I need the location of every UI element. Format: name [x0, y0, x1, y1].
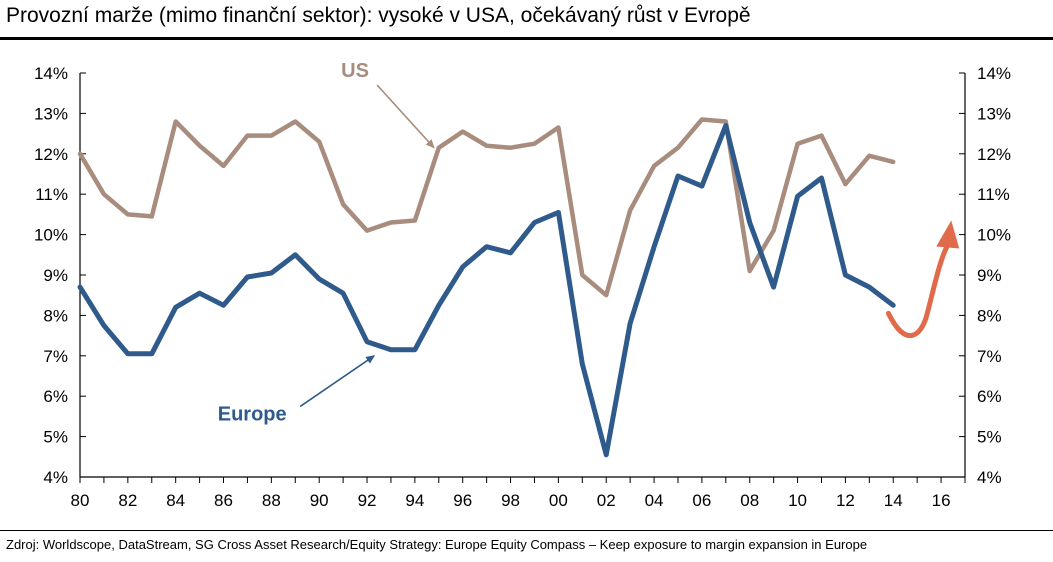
- y-tick-label-right: 14%: [977, 64, 1011, 83]
- y-tick-label-left: 4%: [43, 468, 68, 487]
- x-tick-label: 82: [118, 491, 137, 510]
- forecast-arrow-head: [936, 220, 960, 249]
- series-lines: [77, 117, 896, 458]
- y-tick-label-right: 6%: [977, 387, 1002, 406]
- y-tick-label-left: 13%: [34, 104, 68, 123]
- y-tick-label-right: 8%: [977, 306, 1002, 325]
- x-tick-label: 02: [597, 491, 616, 510]
- x-tick-label: 86: [214, 491, 233, 510]
- page-title: Provozní marže (mimo finanční sektor): v…: [6, 4, 751, 27]
- y-tick-label-left: 14%: [34, 64, 68, 83]
- x-tick-label: 92: [358, 491, 377, 510]
- europe-label-arrow: [299, 355, 376, 408]
- source-note: Zdroj: Worldscope, DataStream, SG Cross …: [6, 537, 868, 552]
- x-tick-label: 84: [166, 491, 185, 510]
- x-tick-label: 88: [262, 491, 281, 510]
- y-tick-label-left: 6%: [43, 387, 68, 406]
- x-tick-label: 06: [692, 491, 711, 510]
- title-rule: [0, 37, 1053, 40]
- axes: 4% 4% 5% 5% 6% 6% 7% 7% 8% 8% 9% 9% 10% 10% 11% 11% 12% 1…: [34, 64, 1011, 510]
- us-label-arrow: [376, 84, 435, 149]
- x-tick-label: 94: [405, 491, 424, 510]
- x-tick-label: 10: [788, 491, 807, 510]
- y-tick-label-right: 5%: [977, 428, 1002, 447]
- x-tick-label: 00: [549, 491, 568, 510]
- forecast-arrow-curve: [885, 242, 951, 339]
- y-tick-label-left: 9%: [43, 266, 68, 285]
- x-tick-label: 14: [884, 491, 903, 510]
- x-tick-label: 96: [453, 491, 472, 510]
- y-tick-label-left: 10%: [34, 226, 68, 245]
- y-tick-label-right: 12%: [977, 145, 1011, 164]
- us-series-line: [77, 117, 896, 298]
- europe-series-label: Europe: [218, 403, 287, 425]
- us-series-label: US: [341, 60, 369, 82]
- y-tick-label-left: 12%: [34, 145, 68, 164]
- y-tick-label-right: 4%: [977, 468, 1002, 487]
- x-tick-label: 12: [836, 491, 855, 510]
- y-tick-label-right: 7%: [977, 347, 1002, 366]
- annotations: US Europe: [218, 60, 960, 425]
- y-tick-label-left: 5%: [43, 428, 68, 447]
- europe-series-line: [77, 123, 896, 458]
- y-tick-label-right: 11%: [977, 185, 1010, 204]
- y-tick-label-left: 8%: [43, 306, 68, 325]
- footer-rule: [0, 530, 1053, 531]
- y-tick-label-right: 13%: [977, 104, 1011, 123]
- x-tick-label: 90: [310, 491, 329, 510]
- x-tick-label: 08: [740, 491, 759, 510]
- x-tick-label: 04: [645, 491, 664, 510]
- x-tick-label: 16: [932, 491, 951, 510]
- x-tick-label: 80: [71, 491, 90, 510]
- y-tick-label-right: 9%: [977, 266, 1002, 285]
- y-tick-label-left: 11%: [35, 185, 68, 204]
- line-chart: 4% 4% 5% 5% 6% 6% 7% 7% 8% 8% 9% 9% 10% 10% 11% 11% 12% 1…: [34, 60, 1011, 510]
- y-tick-label-left: 7%: [43, 347, 68, 366]
- y-tick-label-right: 10%: [977, 226, 1011, 245]
- x-tick-label: 98: [501, 491, 520, 510]
